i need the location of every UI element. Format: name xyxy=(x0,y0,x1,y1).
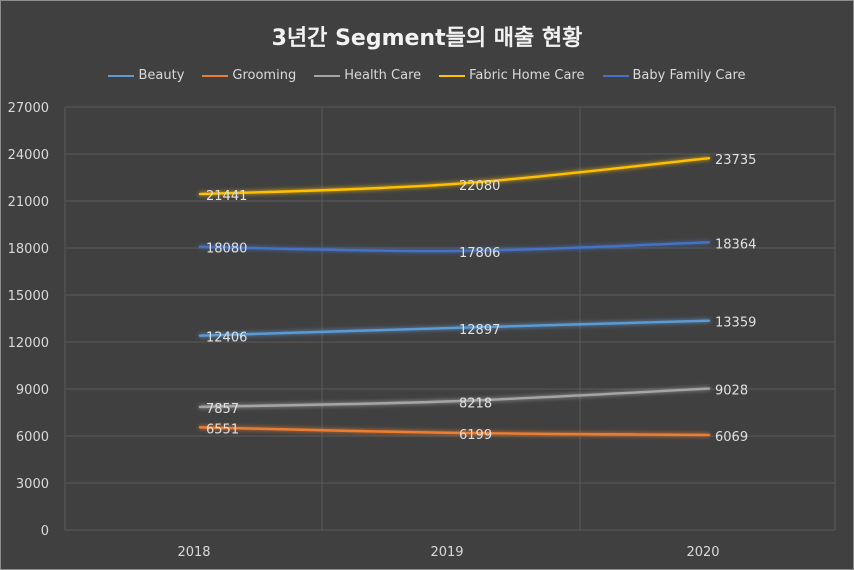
y-tick-label: 18000 xyxy=(8,242,49,257)
data-label: 7857 xyxy=(206,402,239,417)
series-line xyxy=(198,387,711,409)
series-line xyxy=(198,319,711,337)
legend-swatch xyxy=(602,74,629,77)
data-label: 23735 xyxy=(715,153,756,168)
series-line xyxy=(198,426,711,437)
y-tick-label: 6000 xyxy=(16,430,49,445)
legend-item: Beauty xyxy=(108,68,184,83)
x-tick-label: 2019 xyxy=(430,545,463,560)
data-label: 6199 xyxy=(459,428,492,443)
legend-item: Health Care xyxy=(314,68,421,83)
x-tick-label: 2018 xyxy=(177,545,210,560)
y-axis-ticks: 0 3000 6000 9000 12000 15000 18000 21000 24000 27… xyxy=(8,101,49,539)
data-label: 13359 xyxy=(715,316,756,331)
legend-swatch xyxy=(439,74,466,77)
data-label: 6551 xyxy=(206,422,239,437)
data-label: 12897 xyxy=(459,323,500,338)
data-label: 8218 xyxy=(459,396,492,411)
data-labels: 12406 12897 13359 6551 6199 6069 7857 8218 9028 2… xyxy=(206,153,756,445)
legend-label: Fabric Home Care xyxy=(469,68,585,83)
legend-item: Grooming xyxy=(202,68,296,83)
chart-title: 3년간 Segment들의 매출 현황 xyxy=(271,26,583,51)
legend-label: Health Care xyxy=(344,68,422,83)
x-axis-ticks: 2018 2019 2020 xyxy=(177,545,719,560)
data-label: 9028 xyxy=(715,384,748,399)
legend-label: Beauty xyxy=(138,68,185,83)
series-lines xyxy=(198,156,711,437)
data-label: 12406 xyxy=(206,331,247,346)
legend-item: Fabric Home Care xyxy=(439,68,585,83)
y-tick-label: 0 xyxy=(41,524,49,539)
legend-label: Baby Family Care xyxy=(632,68,746,83)
y-tick-label: 12000 xyxy=(8,336,49,351)
legend-item: Baby Family Care xyxy=(602,68,746,83)
series-line xyxy=(198,156,711,196)
x-tick-label: 2020 xyxy=(686,545,719,560)
legend: Beauty Grooming Health Care Fabric Home … xyxy=(0,68,854,83)
y-tick-label: 9000 xyxy=(16,383,49,398)
legend-swatch xyxy=(202,74,229,77)
legend-label: Grooming xyxy=(232,68,297,83)
gridlines xyxy=(64,106,836,531)
y-tick-label: 3000 xyxy=(16,477,49,492)
data-label: 21441 xyxy=(206,189,247,204)
y-tick-label: 21000 xyxy=(8,195,49,210)
data-label: 17806 xyxy=(459,246,500,261)
legend-swatch xyxy=(314,74,341,77)
data-label: 18080 xyxy=(206,242,247,257)
y-tick-label: 15000 xyxy=(8,289,49,304)
y-tick-label: 24000 xyxy=(8,148,49,163)
y-tick-label: 27000 xyxy=(8,101,49,116)
data-label: 18364 xyxy=(715,237,756,252)
series-line xyxy=(198,241,711,253)
data-label: 22080 xyxy=(459,179,500,194)
data-label: 6069 xyxy=(715,430,748,445)
legend-swatch xyxy=(108,74,135,77)
